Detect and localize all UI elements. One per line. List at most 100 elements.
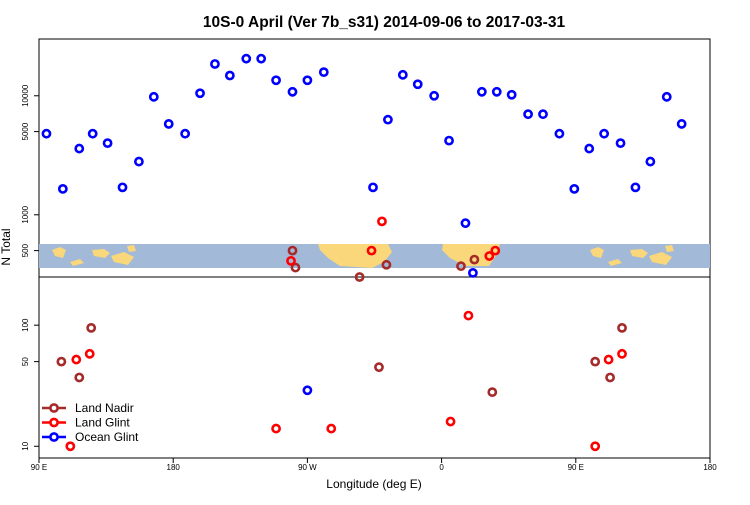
data-point [195,88,205,99]
data-point [590,441,601,452]
data-point [286,255,296,266]
data-point [444,135,454,146]
data-point [326,423,337,434]
data-point [148,91,159,102]
data-point [445,416,456,427]
series-land-nadir [56,245,627,398]
data-point [412,79,423,90]
data-point [463,310,474,321]
y-tick-label: 50 [21,357,30,366]
data-point [538,109,548,120]
data-point [354,272,365,282]
data-point [57,183,68,194]
legend-item: Land Glint [42,416,130,430]
series-ocean-glint [41,53,687,396]
y-tick-label: 10 [21,441,30,450]
data-point [468,267,478,278]
data-point [460,218,471,229]
data-point [569,183,580,194]
data-point [256,53,267,64]
data-point [676,119,687,129]
data-point [397,69,408,80]
data-point [456,261,466,272]
legend-marker [49,432,59,442]
data-point [117,182,128,193]
series-layer [41,53,687,452]
data-point [554,128,565,139]
x-tick-label: 180 [167,463,181,472]
legend-marker [49,417,59,428]
chart-title: 10S-0 April (Ver 7b_s31) 2014-09-06 to 2… [203,14,566,31]
data-point [484,251,495,261]
x-axis: 90 E 180 90 W 0 90 E 180 [31,458,717,472]
data-point [71,354,82,365]
data-point [617,348,627,359]
data-point [271,75,281,86]
data-point [487,387,498,398]
y-tick-label: 100 [21,318,30,332]
data-point [302,75,313,86]
data-point [86,322,97,333]
data-point [506,89,517,100]
legend-item: Land Nadir [42,401,134,415]
data-point [368,182,378,193]
data-point [615,138,626,149]
data-point [381,259,392,270]
data-point [590,356,601,367]
data-point [469,254,480,265]
x-axis-label: Longitude (deg E) [326,477,421,491]
data-point [630,182,641,193]
y-tick-label: 1000 [21,205,30,223]
x-tick-label: 0 [439,463,444,472]
y-axis: 10 50 100 500 1000 5000 10000 [21,84,39,451]
data-point [41,128,52,139]
data-point [134,156,144,167]
data-point [74,143,85,154]
data-point [490,245,501,256]
data-point [318,67,329,78]
data-point [603,354,614,365]
data-point [74,372,85,383]
data-point [429,90,440,101]
data-point [366,245,377,256]
y-axis-label: N Total [0,228,13,265]
x-tick-label: 90 E [31,463,47,472]
data-point [163,119,174,129]
data-point [84,348,95,359]
data-point [87,128,98,139]
data-point [599,128,610,139]
data-point [287,86,298,97]
data-point [56,356,67,367]
data-point [102,138,113,149]
x-tick-label: 180 [703,463,717,472]
world-map-band [39,244,710,268]
y-tick-label: 5000 [21,122,30,140]
data-point [645,156,656,167]
data-point [290,262,301,273]
data-point [374,362,384,373]
data-point [617,322,627,333]
data-point [210,59,220,69]
data-point [180,128,191,139]
legend-marker [49,403,59,413]
series-land-glint [65,216,627,452]
x-tick-label: 90 E [568,463,584,472]
data-point [491,86,502,97]
data-point [661,91,672,102]
data-point [584,143,595,154]
data-point [271,423,281,434]
data-point [377,216,387,227]
data-point [302,385,313,396]
y-tick-label: 10000 [21,84,30,107]
legend-item: Ocean Glint [42,430,139,444]
data-point [287,245,298,256]
data-point [605,372,615,383]
data-point [523,109,533,120]
data-point [224,70,235,81]
data-point [476,86,487,97]
x-tick-label: 90 W [298,463,317,472]
y-tick-label: 500 [21,243,30,257]
